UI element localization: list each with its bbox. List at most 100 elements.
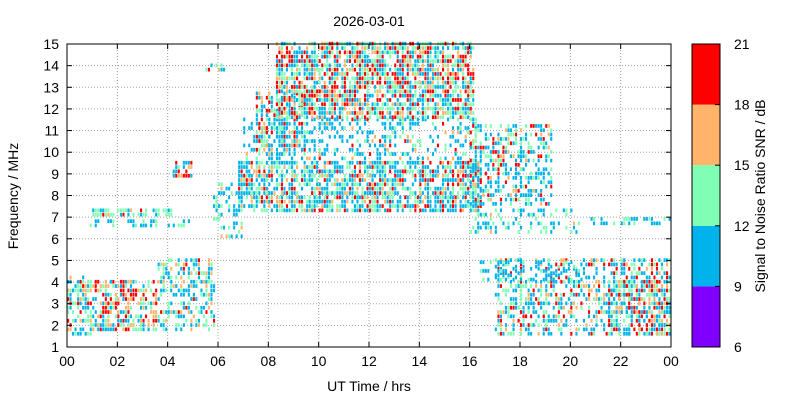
snr-cell <box>404 165 407 169</box>
snr-cell <box>308 173 311 178</box>
snr-cell <box>361 46 364 50</box>
snr-cell <box>630 297 633 301</box>
snr-cell <box>474 230 477 234</box>
snr-cell <box>572 292 575 297</box>
snr-cell <box>557 264 560 269</box>
snr-cell <box>653 292 656 297</box>
snr-cell <box>109 301 112 306</box>
snr-cell <box>504 288 507 293</box>
snr-cell <box>280 46 283 50</box>
snr-cell <box>356 72 359 76</box>
snr-cell <box>260 208 263 213</box>
snr-cell <box>469 141 472 146</box>
snr-cell <box>625 305 628 310</box>
snr-cell <box>371 173 374 178</box>
snr-cell <box>442 50 445 55</box>
snr-cell <box>655 331 658 336</box>
snr-cell <box>416 199 419 204</box>
snr-cell <box>260 178 263 182</box>
snr-cell <box>507 331 510 336</box>
snr-cell <box>376 195 379 200</box>
snr-cell <box>449 85 452 89</box>
snr-cell <box>293 72 296 76</box>
snr-cell <box>613 318 616 323</box>
snr-cell <box>436 143 439 148</box>
snr-cell <box>650 262 653 267</box>
snr-cell <box>132 292 135 297</box>
snr-cell <box>469 195 472 200</box>
snr-cell <box>542 197 545 202</box>
snr-cell <box>419 111 422 115</box>
snr-cell <box>429 169 432 174</box>
snr-cell <box>666 288 669 293</box>
snr-cell <box>416 102 419 107</box>
snr-cell <box>547 314 550 319</box>
snr-cell <box>419 208 422 213</box>
snr-cell <box>288 76 291 81</box>
snr-cell <box>570 208 573 213</box>
snr-cell <box>343 208 346 213</box>
snr-cell <box>155 310 158 314</box>
snr-cell <box>220 234 223 239</box>
snr-cell <box>175 165 178 169</box>
snr-cell <box>341 46 344 50</box>
snr-cell <box>467 46 470 50</box>
snr-cell <box>293 113 296 117</box>
snr-cell <box>150 305 153 310</box>
snr-cell <box>145 208 148 213</box>
snr-cell <box>308 72 311 76</box>
snr-cell <box>472 191 475 195</box>
snr-cell <box>348 54 351 59</box>
snr-cell <box>406 115 409 120</box>
snr-cell <box>638 323 641 327</box>
snr-cell <box>628 314 631 319</box>
snr-cell <box>424 195 427 200</box>
snr-cell <box>240 191 243 195</box>
snr-cell <box>409 115 412 120</box>
colorbar-tick-label: 9 <box>734 278 742 294</box>
snr-cell <box>452 89 455 94</box>
x-tick-label: 20 <box>563 353 579 369</box>
snr-cell <box>338 93 341 98</box>
snr-cell <box>82 275 85 280</box>
snr-cell <box>258 173 261 178</box>
snr-cell <box>472 204 475 208</box>
snr-cell <box>238 199 241 204</box>
snr-cell <box>537 260 540 265</box>
snr-cell <box>489 124 492 128</box>
snr-cell <box>635 288 638 293</box>
snr-cell <box>140 208 143 213</box>
snr-cell <box>404 178 407 182</box>
snr-cell <box>638 318 641 323</box>
snr-cell <box>429 85 432 89</box>
snr-cell <box>263 204 266 208</box>
snr-cell <box>401 204 404 208</box>
snr-cell <box>565 258 568 262</box>
snr-cell <box>371 186 374 191</box>
snr-cell <box>323 121 326 126</box>
snr-cell <box>421 50 424 55</box>
snr-cell <box>658 258 661 262</box>
snr-cell <box>384 102 387 107</box>
snr-cell <box>650 323 653 327</box>
snr-cell <box>356 208 359 213</box>
snr-cell <box>532 176 535 180</box>
snr-cell <box>119 288 122 293</box>
snr-cell <box>341 72 344 76</box>
snr-cell <box>255 165 258 169</box>
snr-cell <box>442 54 445 59</box>
snr-cell <box>336 186 339 191</box>
snr-cell <box>650 314 653 319</box>
snr-cell <box>469 158 472 163</box>
snr-cell <box>328 98 331 102</box>
snr-cell <box>472 195 475 200</box>
snr-cell <box>311 165 314 169</box>
snr-cell <box>472 167 475 172</box>
snr-cell <box>545 124 548 128</box>
snr-cell <box>426 147 429 152</box>
snr-cell <box>197 275 200 280</box>
snr-cell <box>293 106 296 111</box>
snr-cell <box>346 165 349 169</box>
snr-cell <box>341 93 344 98</box>
snr-cell <box>457 160 460 165</box>
